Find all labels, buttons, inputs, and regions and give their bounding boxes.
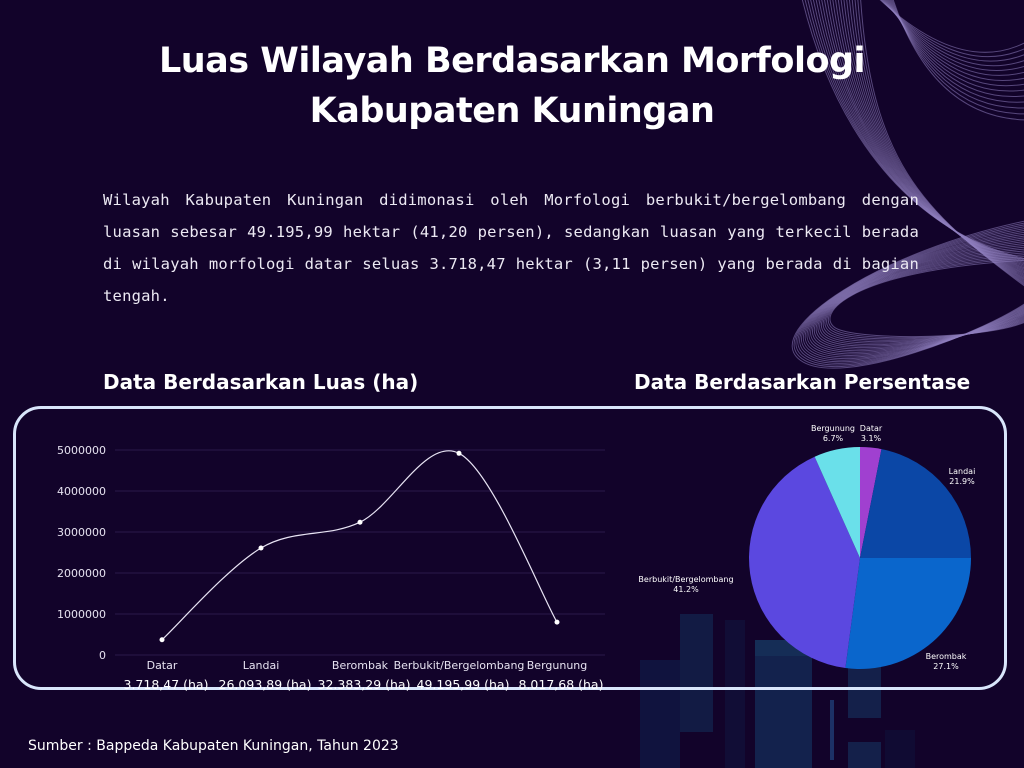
x-category-label: Landai xyxy=(243,659,280,672)
title-line-2: Kabupaten Kuningan xyxy=(309,91,715,131)
intro-paragraph: Wilayah Kabupaten Kuningan didimonasi ol… xyxy=(103,191,919,305)
y-tick-label: 5000000 xyxy=(57,444,106,457)
pie-slice xyxy=(749,456,860,669)
pie-slice-percent: 6.7% xyxy=(823,434,844,443)
title-line-1: Luas Wilayah Berdasarkan Morfologi xyxy=(158,41,866,81)
x-category-label: Datar xyxy=(147,659,178,672)
pie-slice-name: Datar xyxy=(860,424,883,433)
pie-slice-name: Bergunung xyxy=(811,424,855,433)
pie-slice-percent: 21.9% xyxy=(949,477,975,486)
line-chart-heading: Data Berdasarkan Luas (ha) xyxy=(103,370,419,394)
y-tick-label: 0 xyxy=(99,649,106,662)
charts-panel xyxy=(13,406,1007,690)
pie-slice-percent: 3.1% xyxy=(861,434,882,443)
x-value-label: 3.718,47 (ha) xyxy=(124,677,209,692)
data-point xyxy=(159,637,165,643)
x-category-label: Berbukit/Bergelombang xyxy=(394,659,525,672)
pie-slice-name: Berbukit/Bergelombang xyxy=(638,575,733,584)
pie-slice xyxy=(814,447,860,558)
pie-slice-percent: 27.1% xyxy=(933,662,959,671)
y-tick-label: 2000000 xyxy=(57,567,106,580)
x-category-label: Berombak xyxy=(332,659,389,672)
source-note: Sumber : Bappeda Kabupaten Kuningan, Tah… xyxy=(28,738,399,754)
pie-slice xyxy=(860,447,882,558)
x-category-label: Bergunung xyxy=(527,659,588,672)
pie-slice xyxy=(845,558,971,670)
page-title: Luas Wilayah Berdasarkan Morfologi Kabup… xyxy=(0,36,1024,136)
y-tick-label: 1000000 xyxy=(57,608,106,621)
pie-slice-percent: 41.2% xyxy=(673,585,699,594)
data-point xyxy=(456,450,462,456)
y-tick-label: 3000000 xyxy=(57,526,106,539)
pie-slice-name: Berombak xyxy=(926,652,967,661)
pie-slice-name: Landai xyxy=(949,467,976,476)
x-value-label: 32.383,29 (ha) xyxy=(318,677,411,692)
data-point xyxy=(554,619,560,625)
y-tick-label: 4000000 xyxy=(57,485,106,498)
pie-chart-heading: Data Berdasarkan Persentase xyxy=(634,370,971,394)
x-value-label: 8.017,68 (ha) xyxy=(519,677,604,692)
pie-slice xyxy=(860,449,971,558)
x-value-label: 49.195,99 (ha) xyxy=(417,677,510,692)
data-point xyxy=(357,519,363,525)
data-point xyxy=(258,545,264,551)
x-value-label: 26.093,89 (ha) xyxy=(219,677,312,692)
data-line xyxy=(161,450,558,641)
line-chart: 0 1000000 2000000 3000000 4000000 5000000 Data… xyxy=(57,444,605,692)
